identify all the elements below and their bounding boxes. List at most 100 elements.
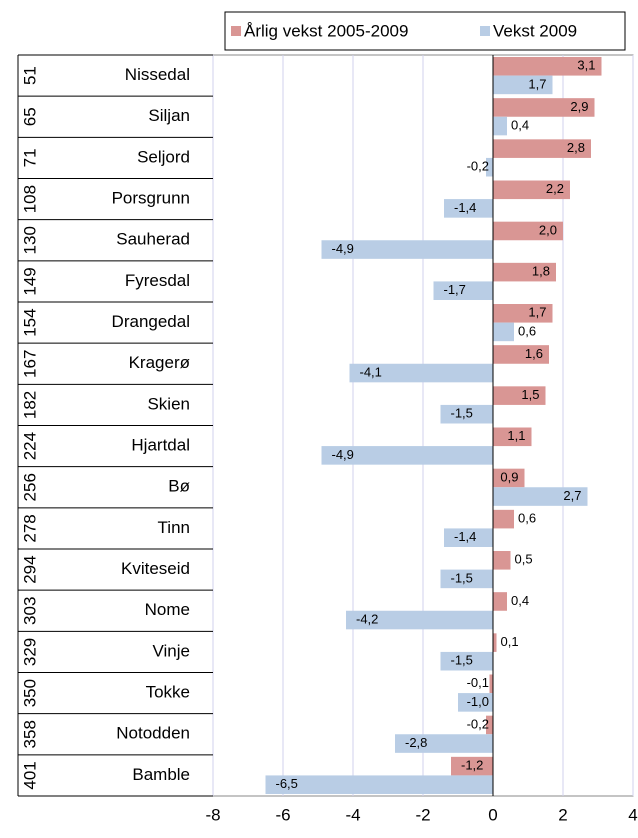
category-label: Vinje bbox=[153, 641, 191, 660]
bar bbox=[493, 633, 497, 652]
value-label: 1,7 bbox=[528, 76, 546, 91]
category-label: Drangedal bbox=[112, 312, 190, 331]
bar bbox=[493, 509, 514, 529]
legend-box bbox=[224, 11, 626, 51]
category-label: Porsgrunn bbox=[112, 189, 190, 208]
value-label: 0,9 bbox=[500, 469, 518, 484]
bar bbox=[346, 610, 493, 630]
category-label: Tokke bbox=[146, 683, 190, 702]
bar bbox=[493, 116, 507, 136]
legend-label: Årlig vekst 2005-2009 bbox=[244, 21, 408, 40]
value-label: -1,5 bbox=[451, 653, 473, 668]
value-label: 1,1 bbox=[507, 428, 525, 443]
value-label: 0,1 bbox=[501, 634, 519, 649]
bar bbox=[321, 446, 493, 465]
value-label: -1,5 bbox=[451, 406, 473, 421]
x-tick-label: -8 bbox=[205, 805, 220, 824]
legend-label: Vekst 2009 bbox=[493, 21, 577, 40]
bar bbox=[493, 304, 553, 323]
rank-label: 350 bbox=[20, 679, 39, 707]
category-label: Bamble bbox=[132, 765, 190, 784]
value-label: -4,9 bbox=[332, 241, 354, 256]
bar bbox=[493, 139, 591, 158]
value-label: 0,6 bbox=[518, 323, 536, 338]
x-tick-label: 2 bbox=[558, 805, 567, 824]
bar bbox=[493, 98, 595, 117]
rank-label: 154 bbox=[20, 308, 39, 336]
bar bbox=[489, 674, 493, 694]
bar bbox=[486, 157, 493, 177]
bar bbox=[444, 528, 493, 547]
x-tick-label: 4 bbox=[628, 805, 637, 824]
bar bbox=[493, 592, 507, 611]
value-label: -1,5 bbox=[451, 570, 473, 585]
value-label: 1,7 bbox=[528, 305, 546, 320]
bar bbox=[444, 199, 493, 218]
category-label: Bø bbox=[168, 477, 190, 496]
rank-label: 108 bbox=[20, 185, 39, 213]
rank-label: 303 bbox=[20, 597, 39, 625]
value-label: 2,9 bbox=[570, 99, 588, 114]
bar bbox=[395, 734, 493, 753]
category-label: Seljord bbox=[137, 147, 190, 166]
rank-label: 224 bbox=[20, 432, 39, 460]
bar bbox=[440, 569, 493, 589]
rank-label: 182 bbox=[20, 391, 39, 419]
legend-swatch bbox=[480, 26, 490, 36]
value-label: 1,6 bbox=[525, 346, 543, 361]
value-label: 0,4 bbox=[511, 117, 529, 132]
bar bbox=[458, 693, 493, 712]
value-label: 2,2 bbox=[546, 181, 564, 196]
bar bbox=[451, 756, 493, 776]
bar bbox=[493, 386, 546, 405]
x-tick-label: -2 bbox=[415, 805, 430, 824]
value-label: -4,1 bbox=[360, 364, 382, 379]
bar bbox=[493, 345, 549, 364]
value-label: -1,7 bbox=[444, 282, 466, 297]
rank-label: 65 bbox=[20, 107, 39, 126]
rank-label: 256 bbox=[20, 473, 39, 501]
value-label: 0,5 bbox=[515, 552, 533, 567]
category-label: Sauherad bbox=[116, 230, 190, 249]
bar bbox=[493, 57, 602, 76]
bar bbox=[493, 468, 525, 488]
bar bbox=[493, 180, 570, 200]
legend-swatch bbox=[231, 26, 241, 36]
value-label: 3,1 bbox=[577, 58, 595, 73]
category-label: Siljan bbox=[148, 106, 190, 125]
bar bbox=[493, 551, 511, 570]
value-label: -0,2 bbox=[467, 716, 489, 731]
category-label: Tinn bbox=[158, 518, 190, 537]
rank-label: 71 bbox=[20, 148, 39, 167]
rank-label: 401 bbox=[20, 761, 39, 789]
bar bbox=[493, 75, 553, 95]
category-label: Kragerø bbox=[129, 353, 190, 372]
value-label: -6,5 bbox=[276, 776, 298, 791]
value-label: -4,9 bbox=[332, 447, 354, 462]
category-label: Kviteseid bbox=[121, 559, 190, 578]
category-label: Notodden bbox=[116, 724, 190, 743]
rank-label: 358 bbox=[20, 720, 39, 748]
x-tick-label: -4 bbox=[345, 805, 360, 824]
value-label: 1,8 bbox=[532, 264, 550, 279]
category-label: Hjartdal bbox=[131, 436, 190, 455]
rank-label: 51 bbox=[20, 66, 39, 85]
x-tick-label: -6 bbox=[275, 805, 290, 824]
bar bbox=[440, 404, 493, 424]
bar bbox=[493, 221, 563, 241]
category-label: Nissedal bbox=[125, 65, 190, 84]
value-label: 2,8 bbox=[567, 140, 585, 155]
bar bbox=[433, 281, 493, 300]
value-label: 2,7 bbox=[563, 488, 581, 503]
value-label: -2,8 bbox=[405, 735, 427, 750]
value-label: -1,4 bbox=[454, 529, 476, 544]
value-label: -1,4 bbox=[454, 200, 476, 215]
value-label: 0,4 bbox=[511, 593, 529, 608]
value-label: -1,2 bbox=[461, 758, 483, 773]
value-label: -1,0 bbox=[467, 694, 489, 709]
bar bbox=[349, 363, 493, 383]
category-label: Skien bbox=[147, 394, 190, 413]
bar bbox=[493, 262, 556, 282]
value-label: 0,6 bbox=[518, 511, 536, 526]
